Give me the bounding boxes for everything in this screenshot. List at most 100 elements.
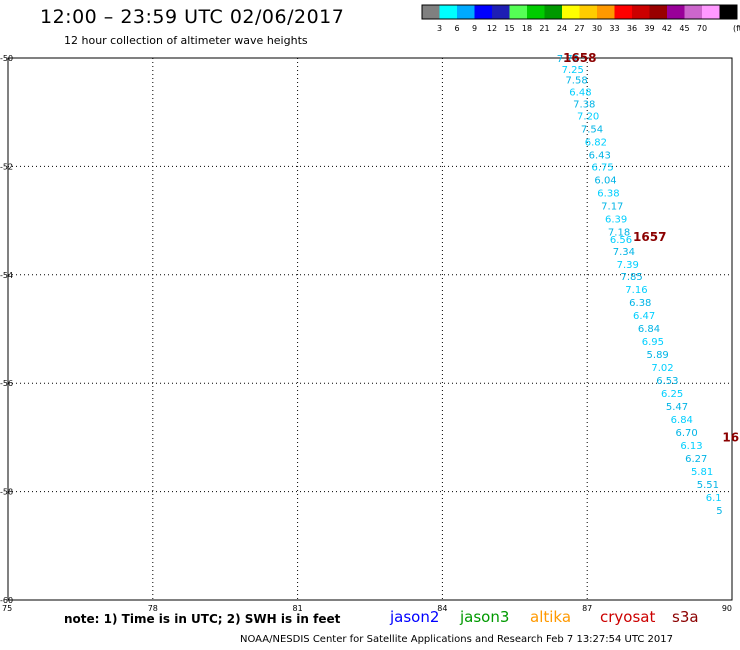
pass-time-label: 16 bbox=[722, 430, 739, 444]
wave-height-value: 7.16 bbox=[625, 285, 647, 296]
satellite-name-jason2: jason2 bbox=[390, 608, 440, 626]
color-swatch bbox=[667, 5, 685, 19]
wave-height-value: 7.25 bbox=[562, 65, 584, 76]
color-swatch bbox=[614, 5, 632, 19]
page-title: 12:00 – 23:59 UTC 02/06/2017 bbox=[40, 6, 345, 28]
wave-height-value: 7.39 bbox=[617, 260, 639, 271]
color-scale-label: 3 bbox=[437, 24, 442, 33]
pass-time-label: 1658 bbox=[563, 51, 596, 65]
pass-time-label: 1657 bbox=[633, 230, 666, 244]
wave-height-value: 6.13 bbox=[680, 441, 702, 452]
satellite-name-s3a: s3a bbox=[672, 608, 699, 626]
color-swatch bbox=[684, 5, 702, 19]
wave-height-value: 5.47 bbox=[666, 402, 688, 413]
wave-height-value: 5.89 bbox=[647, 350, 669, 361]
color-scale-label: 18 bbox=[522, 24, 532, 33]
wave-height-value: 6.47 bbox=[633, 311, 655, 322]
color-scale-label: 6 bbox=[454, 24, 459, 33]
color-swatch bbox=[544, 5, 562, 19]
color-swatch bbox=[527, 5, 545, 19]
wave-height-value: 7.85 bbox=[620, 272, 642, 283]
latitude-tick-label: -54 bbox=[0, 271, 13, 280]
color-swatch bbox=[457, 5, 475, 19]
map-frame bbox=[7, 57, 733, 601]
color-scale-label: 9 bbox=[472, 24, 477, 33]
wave-height-value: 6.25 bbox=[661, 389, 683, 400]
color-swatch bbox=[509, 5, 527, 19]
wave-height-value: 6.43 bbox=[589, 150, 611, 161]
latitude-tick-label: -58 bbox=[0, 488, 13, 497]
color-scale-unit: (ft) bbox=[733, 24, 740, 33]
color-scale-label: 45 bbox=[679, 24, 689, 33]
wave-height-value: 6.38 bbox=[629, 298, 651, 309]
wave-height-value: 7.54 bbox=[581, 124, 603, 135]
wave-height-value: 6.70 bbox=[675, 428, 697, 439]
wave-height-value: 6.39 bbox=[605, 214, 627, 225]
longitude-tick-label: 81 bbox=[293, 604, 303, 612]
wave-height-value: 6.04 bbox=[594, 175, 616, 186]
wave-height-value: 7.72 bbox=[557, 54, 579, 65]
wave-height-value: 6.84 bbox=[671, 415, 693, 426]
color-scale-label: 24 bbox=[557, 24, 567, 33]
color-scale-label: 30 bbox=[592, 24, 602, 33]
latitude-tick-label: -60 bbox=[0, 596, 13, 605]
color-swatch bbox=[702, 5, 720, 19]
longitude-tick-label: 90 bbox=[722, 604, 732, 612]
satellite-name-jason3: jason3 bbox=[460, 608, 510, 626]
wave-height-value: 6.48 bbox=[569, 88, 591, 99]
longitude-tick-label: 84 bbox=[437, 604, 447, 612]
color-scale-label: 33 bbox=[609, 24, 619, 33]
wave-height-value: 7.34 bbox=[613, 247, 635, 258]
color-swatch bbox=[579, 5, 597, 19]
note-text: note: 1) Time is in UTC; 2) SWH is in fe… bbox=[64, 612, 341, 626]
wave-height-value: 7.18 bbox=[608, 227, 630, 238]
color-swatch bbox=[562, 5, 580, 19]
color-bar-frame bbox=[421, 4, 738, 20]
satellite-name-altika: altika bbox=[530, 608, 572, 626]
wave-height-value: 5.51 bbox=[697, 480, 719, 491]
wave-height-value: 7.58 bbox=[565, 76, 587, 87]
color-scale-label: 15 bbox=[504, 24, 514, 33]
color-scale-label: 12 bbox=[487, 24, 497, 33]
wave-height-value: 6.56 bbox=[610, 235, 632, 246]
color-scale-label: 70 bbox=[697, 24, 707, 33]
latitude-tick-label: -50 bbox=[0, 54, 13, 63]
color-scale-label: 27 bbox=[574, 24, 584, 33]
longitude-tick-label: 75 bbox=[2, 604, 12, 612]
color-swatch bbox=[492, 5, 510, 19]
color-swatch bbox=[632, 5, 650, 19]
wave-height-map: 75 78 81 84 87 90-50-52-54-56-58-607.727.257.… bbox=[0, 51, 739, 612]
wave-height-value: 5 bbox=[716, 506, 722, 517]
latitude-tick-label: -52 bbox=[0, 162, 13, 171]
wave-height-value: 6.84 bbox=[638, 324, 660, 335]
wave-height-value: 6.38 bbox=[597, 188, 619, 199]
latitude-tick-label: -56 bbox=[0, 379, 13, 388]
wave-height-value: 7.20 bbox=[577, 111, 599, 122]
satellite-name-cryosat: cryosat bbox=[600, 608, 656, 626]
wave-height-value: 6.27 bbox=[685, 454, 707, 465]
wave-height-value: 6.82 bbox=[585, 137, 607, 148]
wave-height-value: 5.81 bbox=[691, 467, 713, 478]
wave-height-value: 7.38 bbox=[573, 100, 595, 111]
page-subtitle: 12 hour collection of altimeter wave hei… bbox=[64, 34, 308, 47]
color-scale-label: 21 bbox=[539, 24, 549, 33]
longitude-tick-label: 87 bbox=[582, 604, 592, 612]
color-swatch bbox=[474, 5, 492, 19]
wave-height-value: 7.02 bbox=[651, 363, 673, 374]
color-swatch bbox=[422, 5, 440, 19]
color-scale-label: 36 bbox=[627, 24, 637, 33]
color-swatch bbox=[719, 5, 737, 19]
wave-height-value: 6.75 bbox=[592, 162, 614, 173]
wave-height-value: 7.17 bbox=[601, 201, 623, 212]
color-scale-label: 42 bbox=[662, 24, 672, 33]
longitude-tick-label: 78 bbox=[148, 604, 158, 612]
color-swatch bbox=[649, 5, 667, 19]
wave-height-value: 6.1 bbox=[706, 493, 722, 504]
color-swatch bbox=[439, 5, 457, 19]
wave-height-value: 6.95 bbox=[642, 337, 664, 348]
color-swatch bbox=[597, 5, 615, 19]
credit-line: NOAA/NESDIS Center for Satellite Applica… bbox=[240, 634, 673, 645]
wave-height-value: 6.53 bbox=[656, 376, 678, 387]
color-scale-label: 39 bbox=[644, 24, 654, 33]
